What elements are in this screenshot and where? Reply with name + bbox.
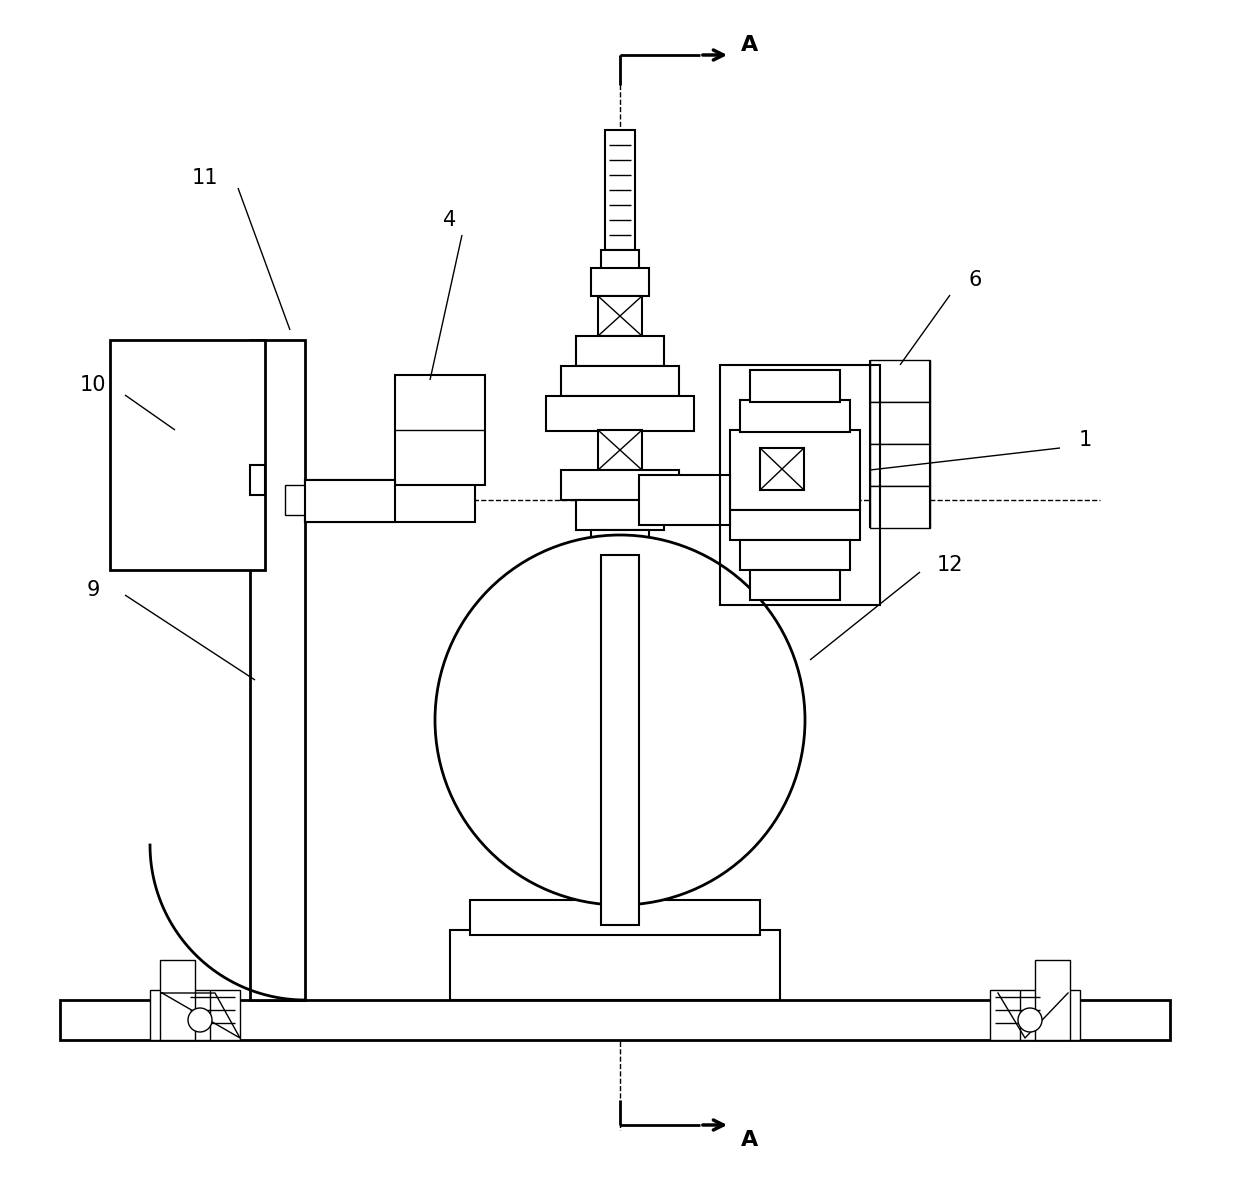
Bar bbox=[396, 375, 485, 485]
Bar bbox=[750, 370, 839, 403]
Text: A: A bbox=[742, 1130, 759, 1150]
Bar bbox=[639, 476, 730, 525]
Bar bbox=[720, 365, 880, 605]
Bar bbox=[305, 480, 475, 523]
Bar bbox=[150, 990, 241, 1040]
Text: 10: 10 bbox=[79, 375, 107, 395]
Bar bbox=[305, 480, 396, 523]
Bar bbox=[560, 470, 680, 500]
Bar bbox=[598, 430, 642, 470]
Bar bbox=[250, 340, 305, 1000]
Bar bbox=[160, 960, 195, 1040]
Bar bbox=[990, 990, 1080, 1040]
Bar bbox=[605, 129, 635, 250]
Circle shape bbox=[188, 1008, 212, 1032]
Bar bbox=[870, 360, 930, 403]
Text: A: A bbox=[742, 35, 759, 55]
Bar bbox=[730, 430, 861, 510]
Bar bbox=[870, 403, 930, 444]
Bar bbox=[740, 540, 849, 570]
Bar bbox=[870, 486, 930, 528]
Bar bbox=[577, 335, 663, 366]
Text: 4: 4 bbox=[444, 210, 456, 230]
Bar bbox=[1035, 960, 1070, 1040]
Bar bbox=[601, 250, 639, 270]
Bar bbox=[450, 930, 780, 1000]
Circle shape bbox=[1018, 1008, 1042, 1032]
Bar bbox=[870, 444, 930, 486]
Bar bbox=[730, 510, 861, 540]
Bar bbox=[60, 1000, 1171, 1040]
Bar bbox=[285, 485, 305, 516]
Bar bbox=[591, 268, 649, 295]
Text: 9: 9 bbox=[87, 580, 99, 600]
Bar bbox=[110, 340, 265, 570]
Bar bbox=[601, 556, 639, 925]
Text: 12: 12 bbox=[936, 556, 963, 576]
Bar bbox=[750, 570, 839, 600]
Bar bbox=[591, 530, 649, 556]
Bar bbox=[546, 395, 694, 431]
Bar bbox=[577, 500, 663, 530]
Bar bbox=[560, 366, 680, 395]
Bar bbox=[470, 900, 760, 935]
Text: 11: 11 bbox=[192, 168, 218, 188]
Text: 6: 6 bbox=[968, 270, 982, 290]
Circle shape bbox=[435, 536, 805, 905]
Text: 1: 1 bbox=[1079, 430, 1091, 450]
Bar bbox=[740, 400, 849, 432]
Bar bbox=[250, 465, 265, 496]
Bar bbox=[760, 448, 804, 490]
Bar bbox=[598, 295, 642, 335]
